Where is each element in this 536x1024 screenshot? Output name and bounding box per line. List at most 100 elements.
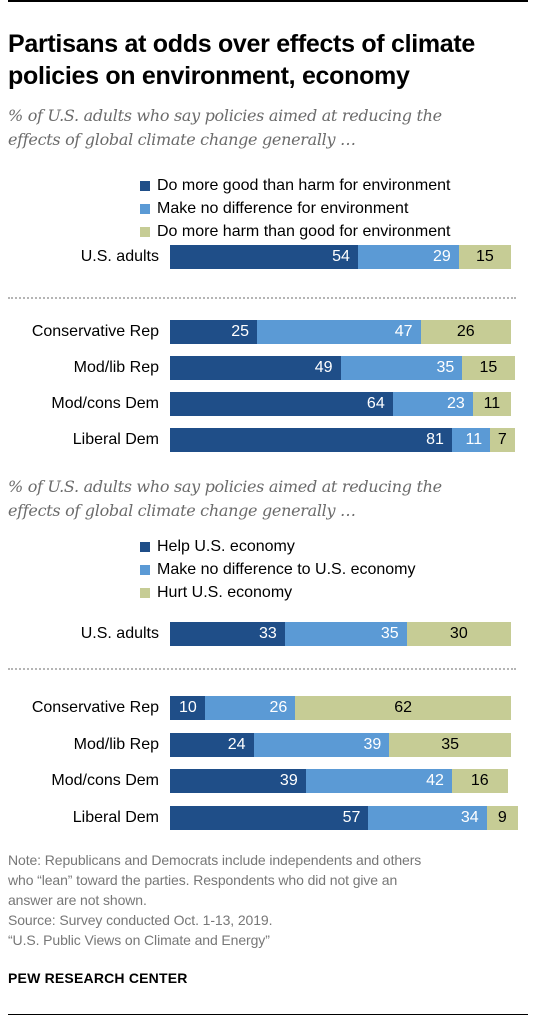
econ-bar-liberal-dem-segment-s2: 34: [368, 806, 487, 830]
econ-row-label-conservative-rep: Conservative Rep: [31, 699, 159, 716]
econ-bar-mod-lib-rep-value-s2: 39: [363, 736, 382, 753]
econ-legend-label-nodiff: Make no difference to U.S. economy: [157, 561, 416, 578]
title-line-1: Partisans at odds over effects of climat…: [8, 30, 476, 58]
econ-bar-liberal-dem-value-s2: 34: [460, 809, 479, 826]
env-bar-us-adults-value-s1: 54: [332, 248, 350, 265]
env-legend-label-good: Do more good than harm for environment: [157, 177, 451, 194]
econ-row-label-us-adults: U.S. adults: [80, 625, 159, 642]
env-bar-mod-lib-rep-value-s3: 15: [479, 359, 498, 376]
env-bar-conservative-rep-segment-s2: 47: [257, 320, 421, 344]
env-legend-item-harm: Do more harm than good for environment: [140, 220, 450, 243]
econ-divider: [8, 668, 516, 670]
econ-bar-conservative-rep-segment-s1: 10: [170, 696, 205, 720]
econ-legend-item-hurt: Hurt U.S. economy: [140, 581, 416, 604]
econ-subtitle: % of U.S. adults who say policies aimed …: [8, 475, 532, 523]
econ-bar-mod-lib-rep-value-s1: 24: [227, 736, 246, 753]
env-legend-label-harm: Do more harm than good for environment: [157, 223, 451, 240]
env-bar-us-adults-segment-s3: 15: [458, 245, 511, 269]
env-bar-us-adults-value-s3: 15: [476, 248, 494, 265]
env-bar-us-adults-segment-s1: 54: [170, 245, 358, 269]
env-bar-conservative-rep-value-s2: 47: [394, 323, 413, 340]
env-bar-liberal-dem-segment-s2: 11: [451, 428, 491, 452]
env-bar-mod-cons-dem-segment-s3: 11: [472, 392, 512, 416]
econ-bar-mod-cons-dem-segment-s3: 16: [451, 769, 508, 793]
econ-bar-liberal-dem: 57 34 9: [170, 806, 518, 830]
report-title-line: “U.S. Public Views on Climate and Energy…: [8, 932, 270, 948]
env-bar-mod-cons-dem: 64 23 11: [170, 392, 512, 416]
note-line-1: Note: Republicans and Democrats include …: [8, 852, 422, 868]
econ-bar-conservative-rep-value-s3: 62: [394, 699, 413, 716]
econ-bar-us-adults-segment-s3: 30: [406, 622, 512, 646]
env-bar-mod-lib-rep: 49 35 15: [170, 356, 515, 380]
econ-bar-mod-lib-rep-segment-s2: 39: [253, 733, 390, 757]
top-rule: [8, 0, 528, 2]
econ-row-label-mod-lib-rep: Mod/lib Rep: [73, 736, 159, 753]
env-bar-mod-cons-dem-segment-s1: 64: [170, 392, 393, 416]
env-subtitle-line-1: % of U.S. adults who say policies aimed …: [8, 106, 442, 125]
econ-bar-liberal-dem-segment-s1: 57: [170, 806, 369, 830]
econ-bar-mod-cons-dem-value-s1: 39: [279, 772, 298, 789]
econ-bar-us-adults-value-s2: 35: [380, 625, 399, 642]
env-bar-mod-lib-rep-value-s1: 49: [314, 359, 333, 376]
econ-legend-label-hurt: Hurt U.S. economy: [157, 584, 293, 601]
econ-bar-conservative-rep-value-s1: 10: [179, 699, 197, 716]
env-legend-swatch-nodiff: [140, 203, 150, 214]
env-bar-liberal-dem-segment-s1: 81: [170, 428, 452, 452]
env-bar-liberal-dem: 81 11 7: [170, 428, 515, 452]
env-subtitle: % of U.S. adults who say policies aimed …: [8, 104, 532, 152]
econ-subtitle-line-2: effects of global climate change general…: [8, 501, 356, 520]
env-bar-mod-lib-rep-segment-s1: 49: [170, 356, 341, 380]
chart-title: Partisans at odds over effects of climat…: [8, 28, 532, 92]
env-bar-mod-lib-rep-segment-s3: 15: [462, 356, 515, 380]
econ-bar-mod-cons-dem-value-s3: 16: [470, 772, 489, 789]
econ-bar-liberal-dem-segment-s3: 9: [486, 806, 518, 830]
env-bar-mod-cons-dem-value-s3: 11: [483, 395, 501, 412]
econ-bar-mod-lib-rep-segment-s1: 24: [170, 733, 254, 757]
env-divider: [8, 297, 516, 299]
env-bar-conservative-rep-segment-s3: 26: [420, 320, 512, 344]
env-row-label-mod-cons-dem: Mod/cons Dem: [51, 395, 159, 412]
econ-legend: Help U.S. economy Make no difference to …: [140, 535, 416, 604]
env-bar-liberal-dem-value-s1: 81: [426, 431, 444, 448]
env-bar-conservative-rep-segment-s1: 25: [170, 320, 257, 344]
econ-subtitle-line-1: % of U.S. adults who say policies aimed …: [8, 477, 442, 496]
env-bar-mod-cons-dem-value-s2: 23: [446, 395, 465, 412]
env-bar-us-adults-segment-s2: 29: [357, 245, 459, 269]
econ-bar-us-adults-segment-s1: 33: [170, 622, 285, 646]
econ-bar-conservative-rep-value-s2: 26: [269, 699, 288, 716]
footnote: Note: Republicans and Democrats include …: [8, 850, 532, 950]
env-legend-swatch-good: [140, 180, 150, 191]
env-bar-mod-cons-dem-value-s1: 64: [366, 395, 385, 412]
env-bar-liberal-dem-value-s2: 11: [465, 431, 483, 448]
econ-legend-swatch-help: [140, 541, 150, 552]
title-line-2: policies on environment, economy: [8, 62, 410, 90]
econ-bar-mod-lib-rep-segment-s3: 35: [389, 733, 512, 757]
econ-bar-liberal-dem-value-s1: 57: [342, 809, 361, 826]
econ-bar-conservative-rep-segment-s2: 26: [204, 696, 296, 720]
econ-bar-us-adults-value-s1: 33: [259, 625, 277, 642]
env-legend-item-good: Do more good than harm for environment: [140, 174, 450, 197]
econ-bar-us-adults-value-s3: 30: [449, 625, 468, 642]
env-legend: Do more good than harm for environment M…: [140, 174, 450, 243]
econ-legend-label-help: Help U.S. economy: [157, 538, 295, 555]
env-bar-mod-lib-rep-value-s2: 35: [436, 359, 455, 376]
env-bar-mod-lib-rep-segment-s2: 35: [340, 356, 463, 380]
econ-bar-mod-lib-rep: 24 39 35: [170, 733, 512, 757]
econ-bar-mod-lib-rep-value-s3: 35: [441, 736, 460, 753]
econ-bar-mod-cons-dem: 39 42 16: [170, 769, 508, 793]
econ-bar-mod-cons-dem-value-s2: 42: [426, 772, 444, 789]
env-legend-label-nodiff: Make no difference for environment: [157, 200, 409, 217]
note-line-3: answer are not shown.: [8, 892, 147, 908]
env-bar-mod-cons-dem-segment-s2: 23: [392, 392, 473, 416]
econ-bar-liberal-dem-value-s3: 9: [497, 809, 507, 826]
env-bar-conservative-rep: 25 47 26: [170, 320, 512, 344]
econ-bar-mod-cons-dem-segment-s2: 42: [305, 769, 452, 793]
econ-row-label-liberal-dem: Liberal Dem: [72, 809, 159, 826]
econ-bar-us-adults: 33 35 30: [170, 622, 512, 646]
econ-legend-swatch-nodiff: [140, 564, 150, 575]
env-row-label-conservative-rep: Conservative Rep: [31, 323, 159, 340]
econ-legend-item-nodiff: Make no difference to U.S. economy: [140, 558, 416, 581]
env-bar-conservative-rep-value-s1: 25: [231, 323, 249, 340]
econ-legend-item-help: Help U.S. economy: [140, 535, 416, 558]
source-line: Source: Survey conducted Oct. 1-13, 2019…: [8, 912, 273, 928]
